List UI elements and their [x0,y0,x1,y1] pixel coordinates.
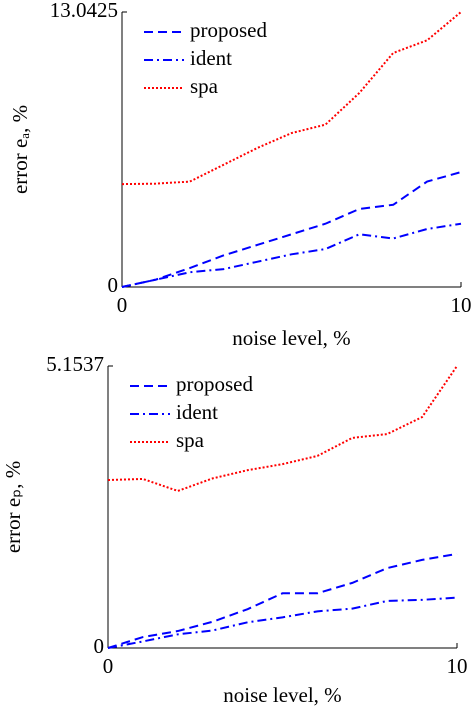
legend-label: proposed [176,372,253,396]
x-tick-label: 0 [117,293,128,317]
x-tick-label: 10 [451,293,472,317]
data-line [121,171,462,288]
y-tick-label: 13.0425 [50,0,118,22]
data-line [107,365,458,493]
y-axis-label: error eₐ, % [8,105,32,194]
legend-label: proposed [190,18,267,42]
legend-label: spa [176,428,205,452]
x-tick-label: 0 [103,654,114,678]
data-line [107,596,458,649]
x-tick-label: 10 [447,654,468,678]
x-axis-label: noise level, % [232,326,350,350]
legend-label: ident [176,400,218,424]
y-axis-label: error eₚ, % [1,461,25,553]
y-tick-label: 0 [94,634,105,658]
y-tick-label: 5.1537 [46,352,104,376]
y-tick-label: 0 [108,273,119,297]
data-line [107,552,458,649]
x-axis-label: noise level, % [223,683,341,707]
legend-label: spa [190,74,219,98]
data-line [121,222,462,288]
legend-label: ident [190,46,232,70]
data-line [121,11,462,186]
